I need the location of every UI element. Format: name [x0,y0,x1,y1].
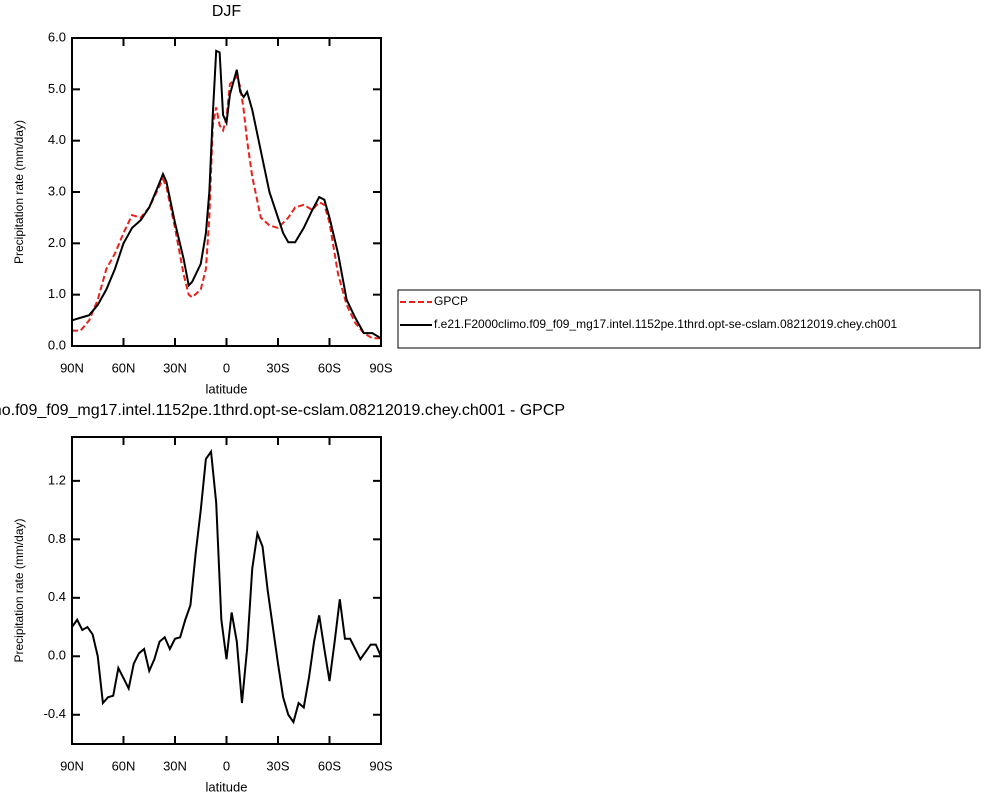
y-tick-label: 1.2 [48,472,66,487]
x-tick-label: 60N [112,758,136,773]
data-line [71,49,382,340]
x-tick-label: 90N [60,360,84,375]
data-line [72,74,381,340]
x-tick-label: 90S [369,360,392,375]
x-tick-label: 30N [163,360,187,375]
x-tick-label: 30S [266,360,289,375]
y-tick-label: -0.4 [44,706,66,721]
plot-frame [71,37,382,347]
data-line [71,448,382,725]
x-tick-label: 60N [112,360,136,375]
chart-title: f.e21.F2000climo.f09_f09_mg17.intel.1152… [0,402,565,419]
y-tick-label: 3.0 [48,183,66,198]
y-tick-label: 1.0 [48,286,66,301]
y-axis-label: Precipitation rate (mm/day) [12,518,26,662]
x-tick-label: 0 [223,758,230,773]
x-tick-label: 90N [60,758,84,773]
y-tick-label: 0.8 [48,531,66,546]
plot-frame [71,436,382,745]
x-tick-label: 30S [266,758,289,773]
x-tick-label: 0 [223,360,230,375]
y-tick-label: 2.0 [48,235,66,250]
x-tick-label: 60S [318,758,341,773]
x-axis-label: latitude [206,779,248,794]
y-tick-label: 0.4 [48,589,66,604]
y-tick-label: 0.0 [48,337,66,352]
y-tick-label: 6.0 [48,29,66,44]
legend-label: GPCP [434,294,468,308]
x-tick-label: 60S [318,360,341,375]
x-tick-label: 90S [369,758,392,773]
y-tick-label: 5.0 [48,81,66,96]
legend-label: f.e21.F2000climo.f09_f09_mg17.intel.1152… [434,317,898,331]
x-tick-label: 30N [163,758,187,773]
y-tick-label: 4.0 [48,132,66,147]
chart-title: DJF [212,3,242,20]
y-axis-label: Precipitation rate (mm/day) [12,120,26,264]
x-axis-label: latitude [206,381,248,396]
legend-box [397,289,981,349]
y-tick-label: 0.0 [48,648,66,663]
